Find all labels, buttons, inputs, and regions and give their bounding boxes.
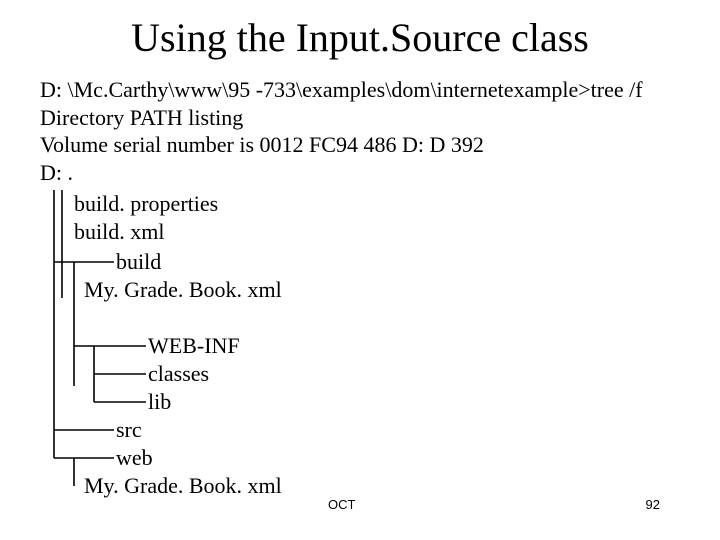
- tree-item-dir: classes: [148, 360, 209, 388]
- tree-item-dir: WEB-INF: [148, 332, 240, 360]
- header-line-3: D: .: [40, 159, 680, 187]
- footer-page-number: 92: [646, 497, 660, 512]
- footer-month: OCT: [328, 497, 355, 512]
- slide: Using the Input.Source class D: \Mc.Cart…: [0, 0, 720, 540]
- header-line-1: Directory PATH listing: [40, 104, 680, 132]
- tree-item-file: build. xml: [74, 218, 164, 246]
- tree-diagram: build. properties build. xml build My. G…: [40, 190, 680, 540]
- tree-item-dir: build: [116, 248, 161, 276]
- slide-body: D: \Mc.Carthy\www\95 -733\examples\dom\i…: [40, 76, 680, 540]
- tree-item-dir: src: [116, 416, 142, 444]
- tree-item-file: My. Grade. Book. xml: [84, 472, 282, 500]
- slide-title: Using the Input.Source class: [0, 14, 720, 61]
- tree-item-file: build. properties: [74, 190, 218, 218]
- header-line-0: D: \Mc.Carthy\www\95 -733\examples\dom\i…: [40, 76, 680, 104]
- tree-item-dir: lib: [148, 388, 171, 416]
- tree-item-dir: web: [116, 444, 153, 472]
- header-line-2: Volume serial number is 0012 FC94 486 D:…: [40, 131, 680, 159]
- tree-item-file: My. Grade. Book. xml: [84, 276, 282, 304]
